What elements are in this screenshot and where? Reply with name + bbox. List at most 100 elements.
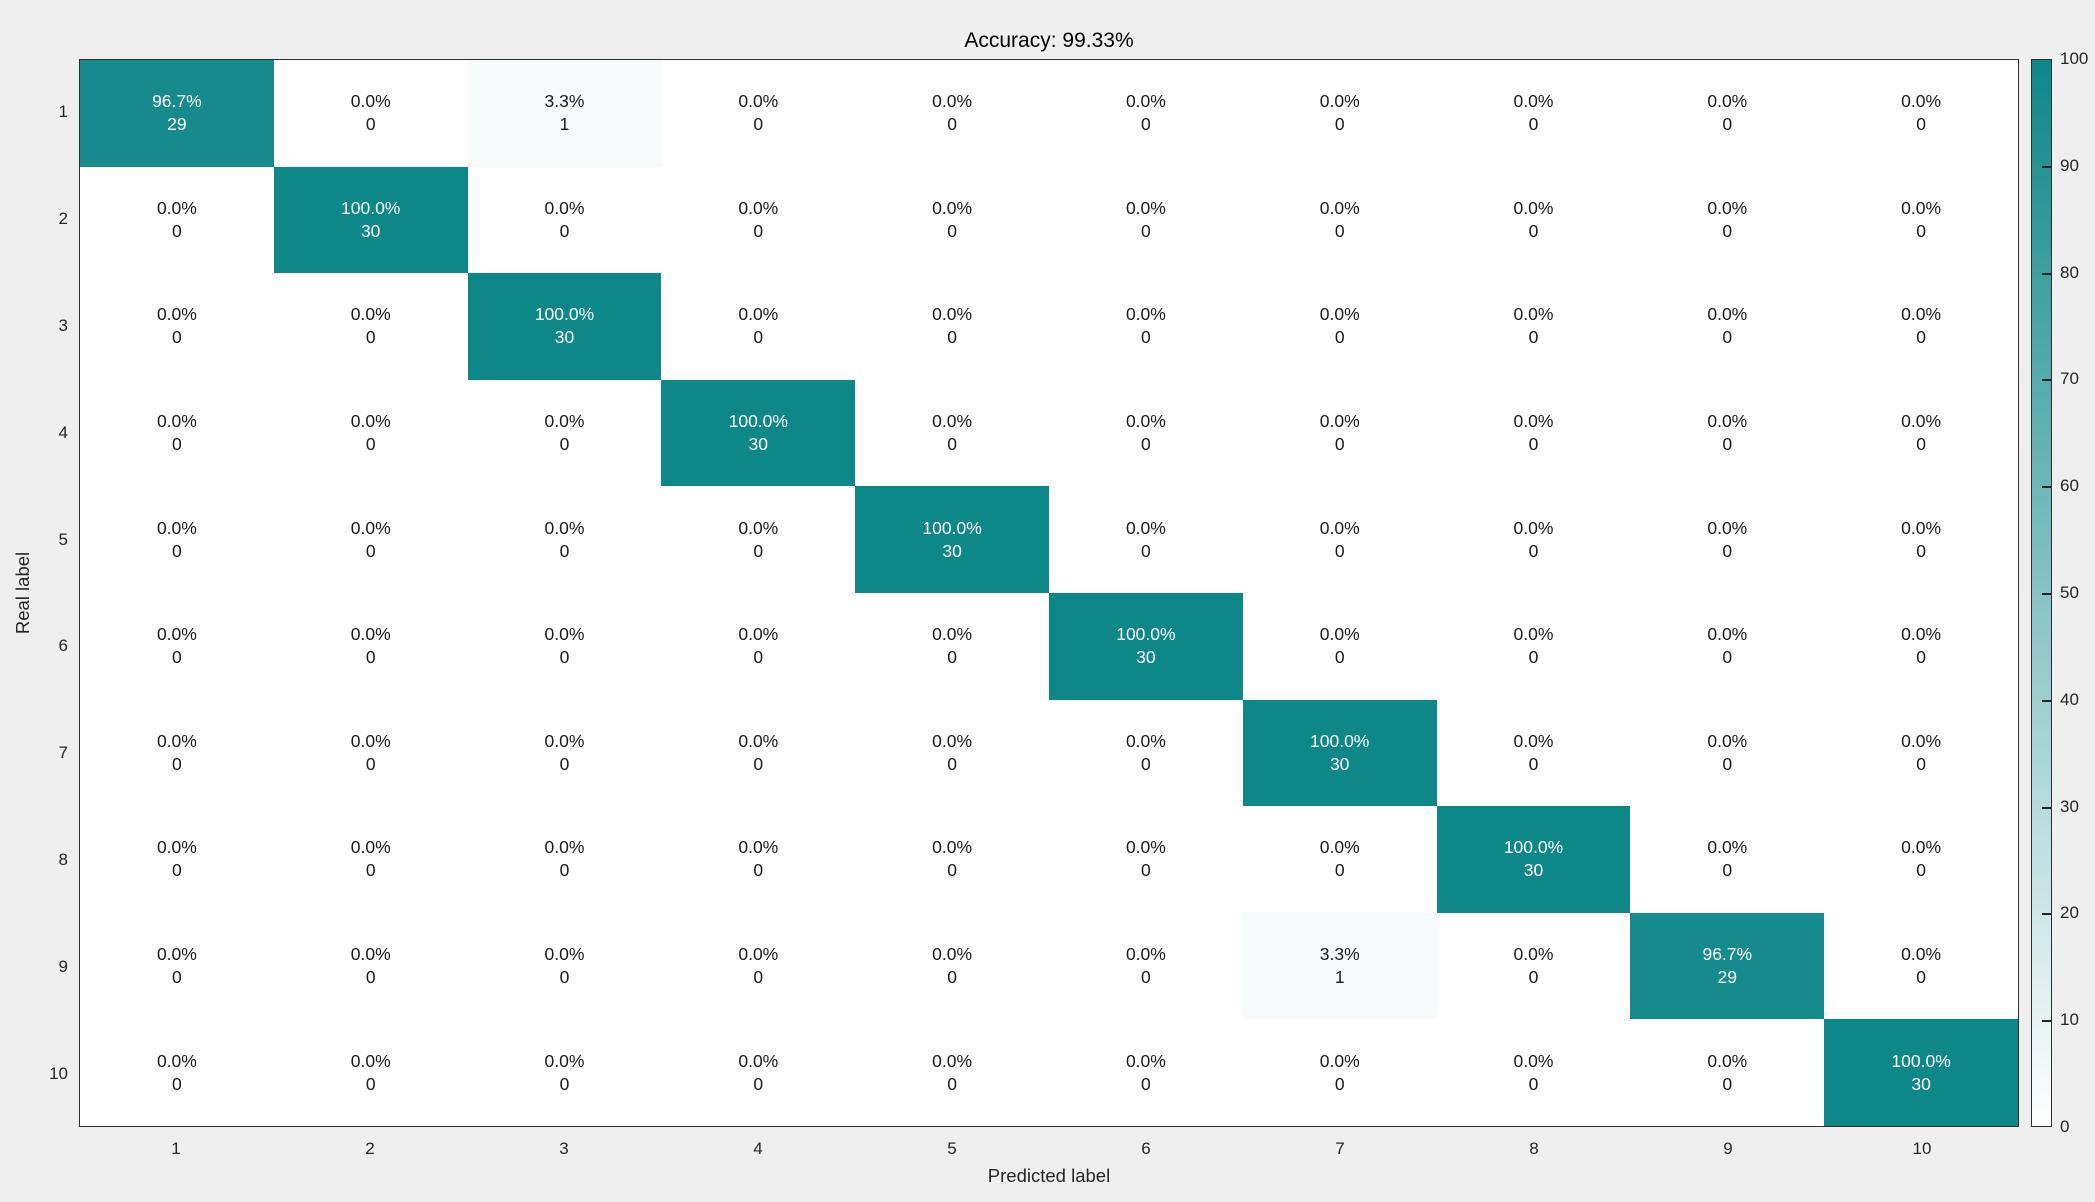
cell-count: 30: [748, 434, 769, 455]
matrix-cell: 100.0% 30: [1436, 806, 1631, 913]
cell-count: 0: [1916, 647, 1926, 668]
y-tick-label: 5: [58, 529, 68, 549]
cell-count: 30: [1523, 860, 1544, 881]
matrix-cell: 100.0% 30: [855, 486, 1049, 593]
matrix-cell: 0.0% 0: [661, 592, 856, 700]
cell-count: 0: [365, 860, 376, 881]
matrix-cell: 0.0% 0: [1436, 273, 1631, 380]
cell-count: 0: [365, 647, 376, 668]
colorbar-tick-mark: [2042, 272, 2051, 275]
cell-count: 1: [559, 114, 570, 135]
y-axis-tick-labels: 1 2 3 4 5 6 7 8 9 10: [0, 59, 68, 1127]
cell-count: 0: [947, 967, 957, 988]
x-tick-label: 9: [1723, 1139, 1733, 1158]
matrix-cell: 0.0% 0: [1436, 379, 1631, 487]
matrix-cell: 0.0% 0: [1630, 379, 1825, 487]
cell-count: 30: [1136, 647, 1156, 668]
cell-percent: 0.0%: [1125, 730, 1166, 751]
x-axis-tick-labels: 1 2 3 4 5 6 7 8 9 10: [79, 1139, 2019, 1163]
cell-percent: 0.0%: [156, 624, 197, 645]
matrix-cell: 0.0% 0: [855, 273, 1049, 380]
cell-count: 0: [947, 1073, 957, 1094]
cell-count: 0: [1722, 114, 1733, 135]
x-tick-label: 5: [947, 1139, 957, 1158]
cell-count: 0: [172, 220, 182, 241]
colorbar-tick-mark: [2042, 379, 2051, 382]
cell-count: 0: [1528, 967, 1539, 988]
cell-percent: 0.0%: [544, 944, 585, 965]
cell-percent: 0.0%: [1319, 411, 1360, 432]
colorbar-tick-label: 0: [2060, 1117, 2070, 1136]
cell-percent: 0.0%: [350, 624, 391, 645]
cell-count: 0: [559, 434, 570, 455]
cell-count: 0: [1141, 967, 1151, 988]
cell-count: 0: [559, 1073, 570, 1094]
matrix-cell: 0.0% 0: [273, 912, 468, 1020]
matrix-cell: 0.0% 0: [80, 273, 274, 380]
cell-count: 0: [1141, 327, 1151, 348]
matrix-cell: 0.0% 0: [1630, 166, 1825, 274]
matrix-cell: 0.0% 0: [1436, 592, 1631, 700]
cell-percent: 0.0%: [350, 730, 391, 751]
matrix-cell: 0.0% 0: [1824, 806, 2018, 913]
cell-count: 0: [172, 434, 182, 455]
matrix-cell: 0.0% 0: [467, 166, 662, 274]
cell-count: 0: [365, 540, 376, 561]
cell-count: 0: [559, 540, 570, 561]
matrix-cell: 100.0% 30: [1824, 1019, 2018, 1126]
cell-percent: 0.0%: [738, 1050, 779, 1071]
x-tick-label: 4: [753, 1139, 763, 1158]
cell-count: 0: [1722, 327, 1733, 348]
cell-count: 0: [947, 647, 957, 668]
matrix-cell: 0.0% 0: [1824, 592, 2018, 700]
cell-count: 0: [365, 753, 376, 774]
matrix-cell: 0.0% 0: [273, 1019, 468, 1126]
matrix-cell: 0.0% 0: [467, 1019, 662, 1126]
cell-count: 0: [1722, 1073, 1733, 1094]
cell-count: 0: [1528, 647, 1539, 668]
matrix-cell: 0.0% 0: [1242, 1019, 1437, 1126]
matrix-cell: 0.0% 0: [1630, 273, 1825, 380]
cell-percent: 0.0%: [1901, 837, 1942, 858]
colorbar-tick-label: 50: [2060, 583, 2079, 602]
cell-count: 0: [1334, 327, 1345, 348]
cell-percent: 100.0%: [922, 517, 982, 538]
y-tick-label: 6: [58, 636, 68, 656]
colorbar-tick-mark: [2042, 593, 2051, 595]
matrix-cell: 100.0% 30: [273, 166, 468, 274]
cell-count: 0: [172, 540, 182, 561]
colorbar-tick-mark: [2042, 699, 2051, 702]
cell-percent: 0.0%: [1901, 517, 1942, 538]
matrix-cell: 0.0% 0: [1630, 486, 1825, 593]
cell-count: 0: [1528, 540, 1539, 561]
matrix-cell: 0.0% 0: [1630, 699, 1825, 807]
cell-count: 30: [942, 540, 962, 561]
cell-count: 0: [1528, 327, 1539, 348]
cell-count: 0: [753, 860, 764, 881]
cell-percent: 0.0%: [1319, 1050, 1360, 1071]
cell-percent: 0.0%: [156, 517, 197, 538]
cell-percent: 0.0%: [350, 944, 391, 965]
cell-count: 0: [365, 114, 376, 135]
cell-percent: 100.0%: [1116, 624, 1176, 645]
cell-count: 0: [1528, 753, 1539, 774]
matrix-cell: 0.0% 0: [1242, 592, 1437, 700]
cell-count: 0: [1722, 753, 1733, 774]
colorbar-tick-label: 80: [2060, 262, 2079, 282]
matrix-cell: 0.0% 0: [1630, 592, 1825, 700]
matrix-cell: 0.0% 0: [80, 806, 274, 913]
matrix-cell: 0.0% 0: [855, 1019, 1049, 1126]
matrix-cell: 0.0% 0: [273, 379, 468, 487]
colorbar-tick-label: 30: [2060, 796, 2079, 816]
cell-count: 0: [1916, 220, 1926, 241]
cell-percent: 0.0%: [1707, 304, 1748, 325]
matrix-cell: 0.0% 0: [467, 486, 662, 593]
cell-percent: 0.0%: [1707, 411, 1748, 432]
cell-percent: 0.0%: [1125, 1050, 1166, 1071]
cell-percent: 0.0%: [1125, 411, 1166, 432]
cell-percent: 0.0%: [1125, 304, 1166, 325]
cell-count: 0: [1528, 1073, 1539, 1094]
cell-percent: 0.0%: [350, 411, 391, 432]
matrix-cell: 0.0% 0: [1436, 166, 1631, 274]
